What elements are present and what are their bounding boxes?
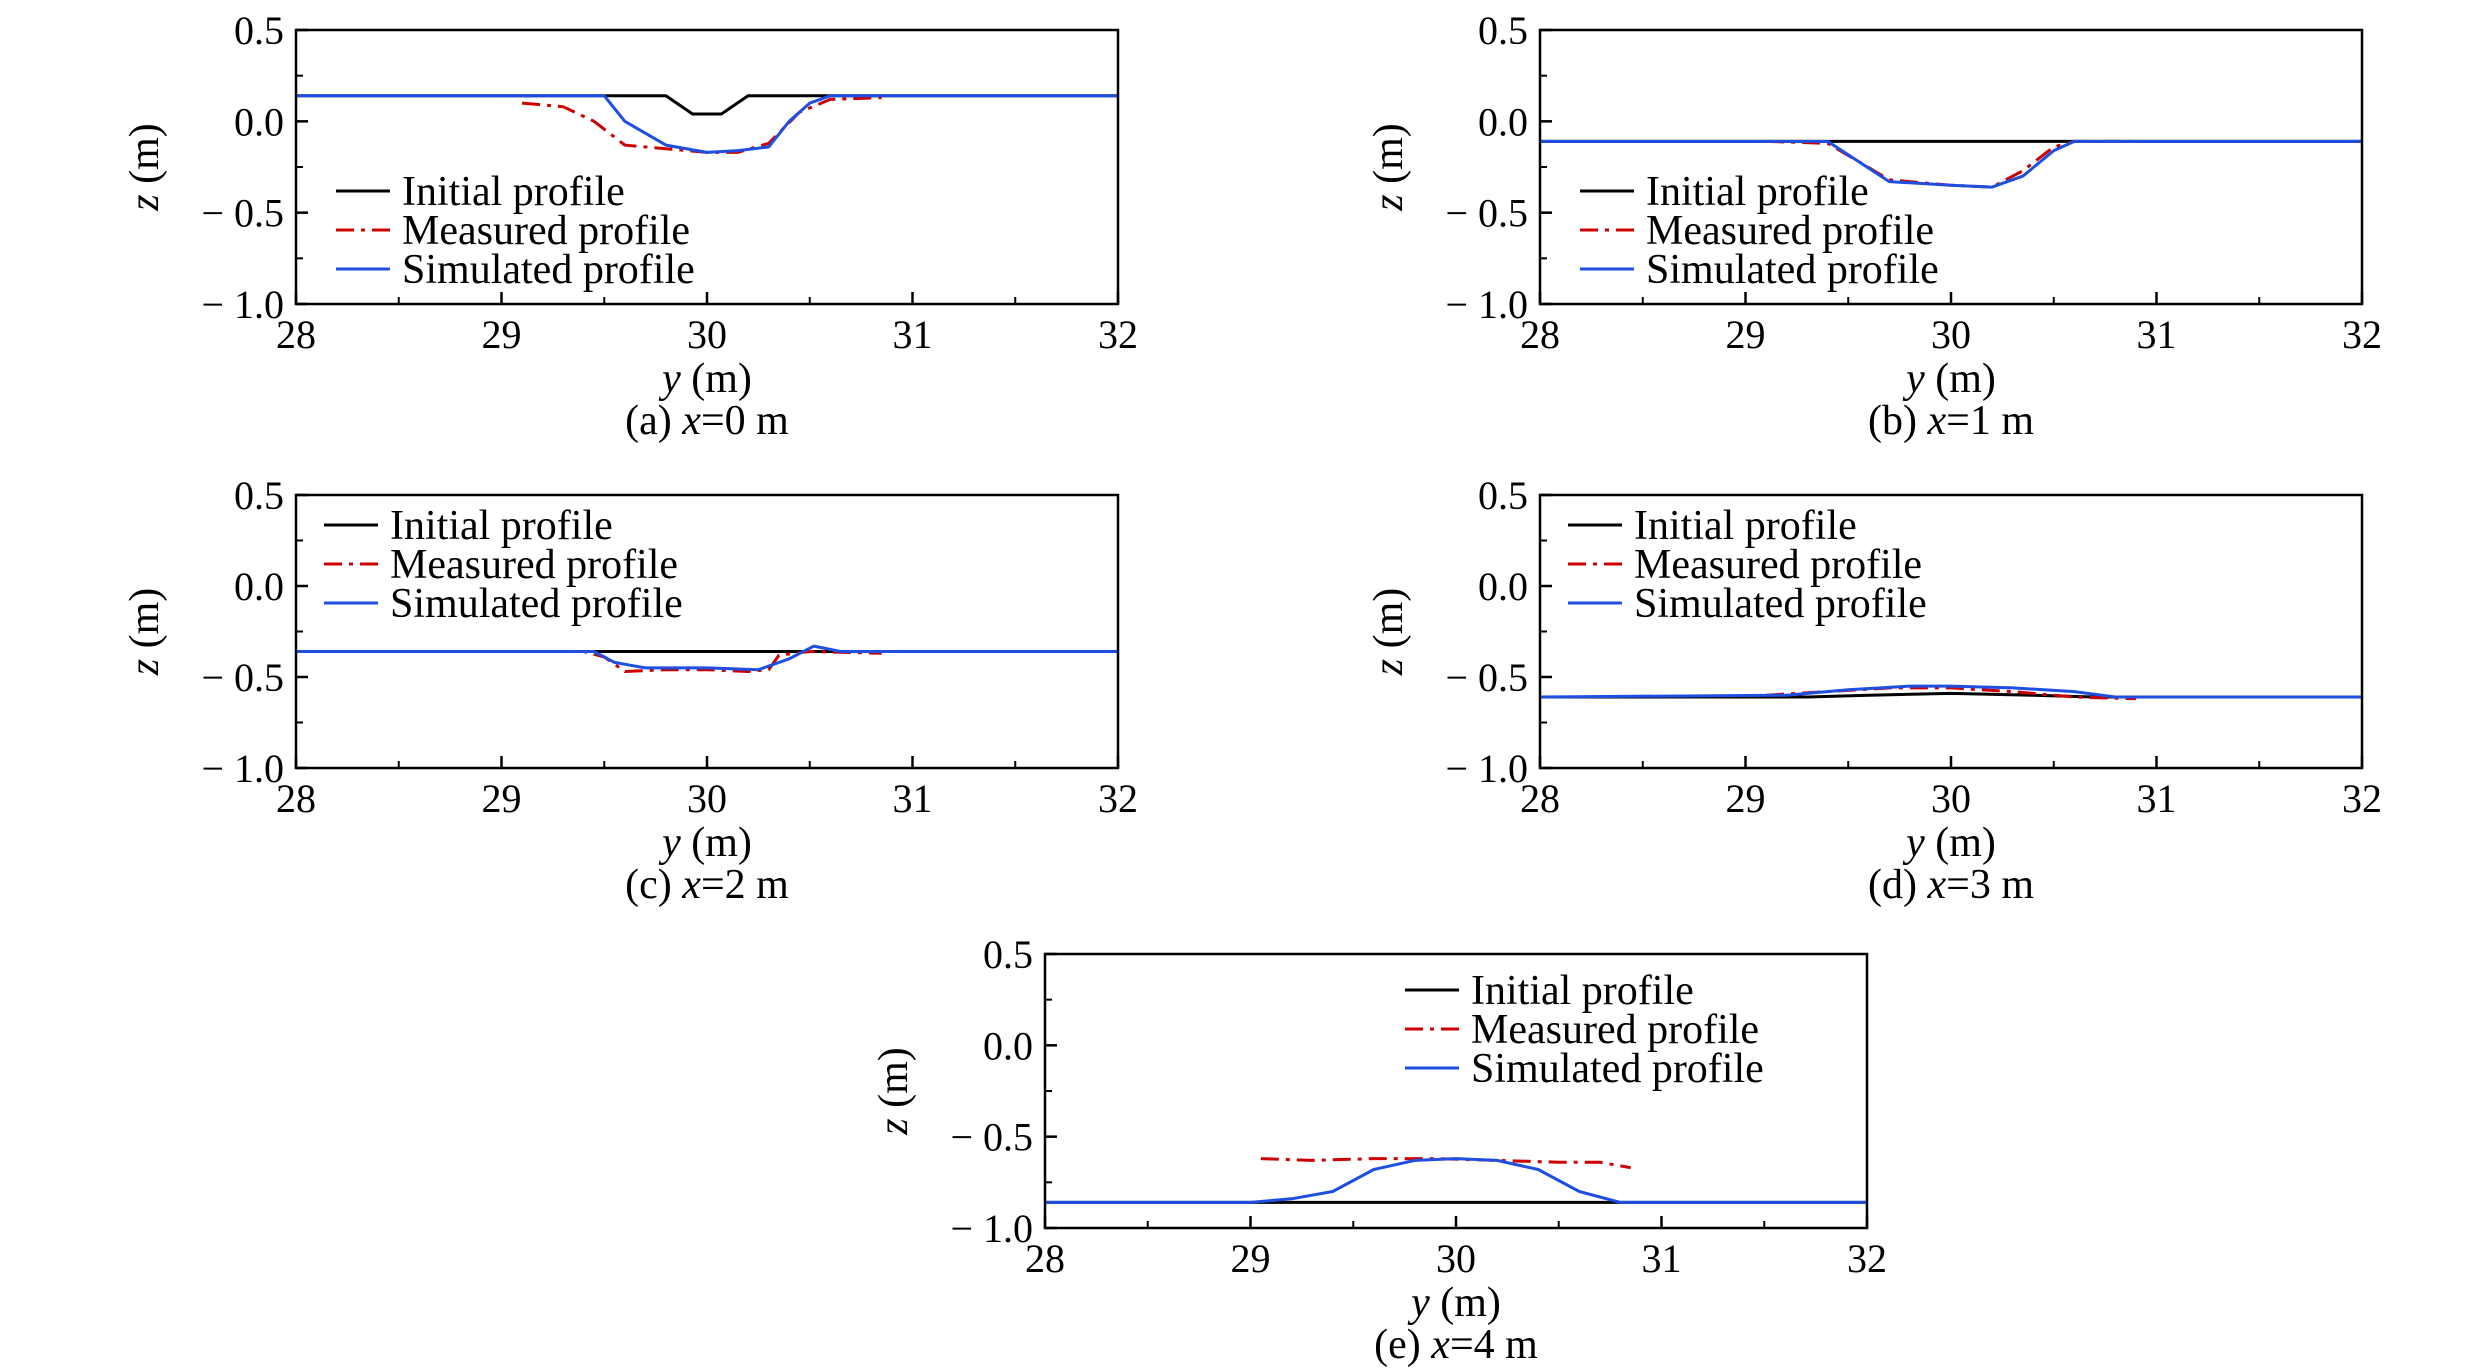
series-line-measured-profile <box>521 96 882 154</box>
y-axis-label: z (m) <box>1366 588 1412 677</box>
chart-panel-d: 28 29 30 31 32 0.5 0.0 − 0.5 − 1.0 y (m) z (m) (d) … <box>1366 473 2382 908</box>
chart-panel-b: 28 29 30 31 32 0.5 0.0 − 0.5 − 1.0 y (m) z (m) (b) … <box>1366 8 2382 444</box>
x-tick-label: 28 <box>1025 1236 1065 1281</box>
x-tick-label: 28 <box>276 312 316 357</box>
y-tick-label: 0.5 <box>234 473 284 518</box>
chart-panel-c: 28 29 30 31 32 0.5 0.0 − 0.5 − 1.0 y (m) z (m) (c) … <box>122 473 1138 908</box>
panel-caption: (a) x=0 m <box>625 398 789 444</box>
y-tick-label: − 1.0 <box>1445 282 1528 327</box>
x-axis-label: y (m) <box>658 820 752 866</box>
legend-entry: Measured profile <box>402 208 690 254</box>
panel-caption: (c) x=2 m <box>625 862 789 908</box>
legend-entry: Measured profile <box>390 542 678 588</box>
legend-entry: Simulated profile <box>1471 1046 1764 1092</box>
legend-entry: Simulated profile <box>1634 581 1927 627</box>
series-line-measured-profile <box>522 650 882 673</box>
x-tick-label: 30 <box>1436 1236 1476 1281</box>
legend-entry: Simulated profile <box>390 581 683 627</box>
x-tick-label: 29 <box>482 776 522 821</box>
series-line-simulated-profile <box>1045 1157 1867 1204</box>
series-line-simulated-profile <box>1540 684 2362 699</box>
x-tick-label: 29 <box>1726 776 1766 821</box>
chart-panel-e: 28 29 30 31 32 0.5 0.0 − 0.5 − 1.0 y (m) z (m) (e) … <box>871 932 1887 1368</box>
x-tick-label: 30 <box>1931 776 1971 821</box>
x-tick-label: 28 <box>1520 312 1560 357</box>
x-tick-label: 32 <box>2342 776 2382 821</box>
legend-entry: Initial profile <box>1471 968 1694 1014</box>
x-axis-label: y (m) <box>1902 356 1996 402</box>
x-axis-label: y (m) <box>658 356 752 402</box>
series-line-initial-profile <box>296 94 1118 116</box>
x-tick-label: 30 <box>1931 312 1971 357</box>
x-tick-label: 32 <box>2342 312 2382 357</box>
x-tick-label: 30 <box>687 776 727 821</box>
y-tick-label: 0.5 <box>234 8 284 53</box>
x-tick-label: 31 <box>2137 312 2177 357</box>
y-tick-label: − 0.5 <box>201 655 284 700</box>
x-tick-label: 29 <box>1726 312 1766 357</box>
x-tick-label: 28 <box>276 776 316 821</box>
x-tick-label: 31 <box>1642 1236 1682 1281</box>
x-tick-label: 32 <box>1098 312 1138 357</box>
y-tick-label: − 0.5 <box>950 1115 1033 1160</box>
y-tick-label: 0.0 <box>1478 99 1528 144</box>
series-line-simulated-profile <box>296 94 1118 154</box>
legend-entry: Initial profile <box>1646 169 1869 215</box>
y-tick-label: 0.0 <box>1478 564 1528 609</box>
y-tick-label: − 1.0 <box>1445 746 1528 791</box>
y-tick-label: − 0.5 <box>201 191 284 236</box>
y-axis-label: z (m) <box>122 123 168 212</box>
series-line-simulated-profile <box>296 644 1118 672</box>
y-tick-label: − 1.0 <box>201 746 284 791</box>
panel-caption: (b) x=1 m <box>1868 398 2034 444</box>
legend-entry: Simulated profile <box>1646 247 1939 293</box>
y-tick-label: 0.5 <box>983 932 1033 977</box>
y-tick-label: 0.5 <box>1478 8 1528 53</box>
x-tick-label: 29 <box>1231 1236 1271 1281</box>
panel-caption: (e) x=4 m <box>1374 1322 1538 1368</box>
legend-entry: Measured profile <box>1471 1007 1759 1053</box>
y-axis-label: z (m) <box>871 1047 917 1136</box>
panel-caption: (d) x=3 m <box>1868 862 2034 908</box>
legend-entry: Measured profile <box>1634 542 1922 588</box>
x-tick-label: 29 <box>482 312 522 357</box>
x-axis-label: y (m) <box>1407 1280 1501 1326</box>
x-tick-label: 30 <box>687 312 727 357</box>
legend-entry: Initial profile <box>402 169 625 215</box>
legend-entry: Initial profile <box>1634 503 1857 549</box>
legend-entry: Simulated profile <box>402 247 695 293</box>
legend-entry: Measured profile <box>1646 208 1934 254</box>
y-tick-label: − 0.5 <box>1445 191 1528 236</box>
x-tick-label: 31 <box>893 312 933 357</box>
y-tick-label: 0.0 <box>234 564 284 609</box>
x-tick-label: 32 <box>1847 1236 1887 1281</box>
x-tick-label: 31 <box>2137 776 2177 821</box>
y-tick-label: 0.5 <box>1478 473 1528 518</box>
y-tick-label: − 0.5 <box>1445 655 1528 700</box>
x-tick-label: 28 <box>1520 776 1560 821</box>
y-axis-label: z (m) <box>1366 123 1412 212</box>
legend-entry: Initial profile <box>390 503 613 549</box>
y-tick-label: 0.0 <box>234 99 284 144</box>
y-tick-label: 0.0 <box>983 1023 1033 1068</box>
chart-panel-a: 28 29 30 31 32 0.5 0.0 − 0.5 − 1.0 y (m) z (m) (a) … <box>122 8 1138 444</box>
x-tick-label: 31 <box>893 776 933 821</box>
y-tick-label: − 1.0 <box>201 282 284 327</box>
y-tick-label: − 1.0 <box>950 1206 1033 1251</box>
x-axis-label: y (m) <box>1902 820 1996 866</box>
y-axis-label: z (m) <box>122 588 168 677</box>
x-tick-label: 32 <box>1098 776 1138 821</box>
series-line-simulated-profile <box>1540 139 2362 189</box>
